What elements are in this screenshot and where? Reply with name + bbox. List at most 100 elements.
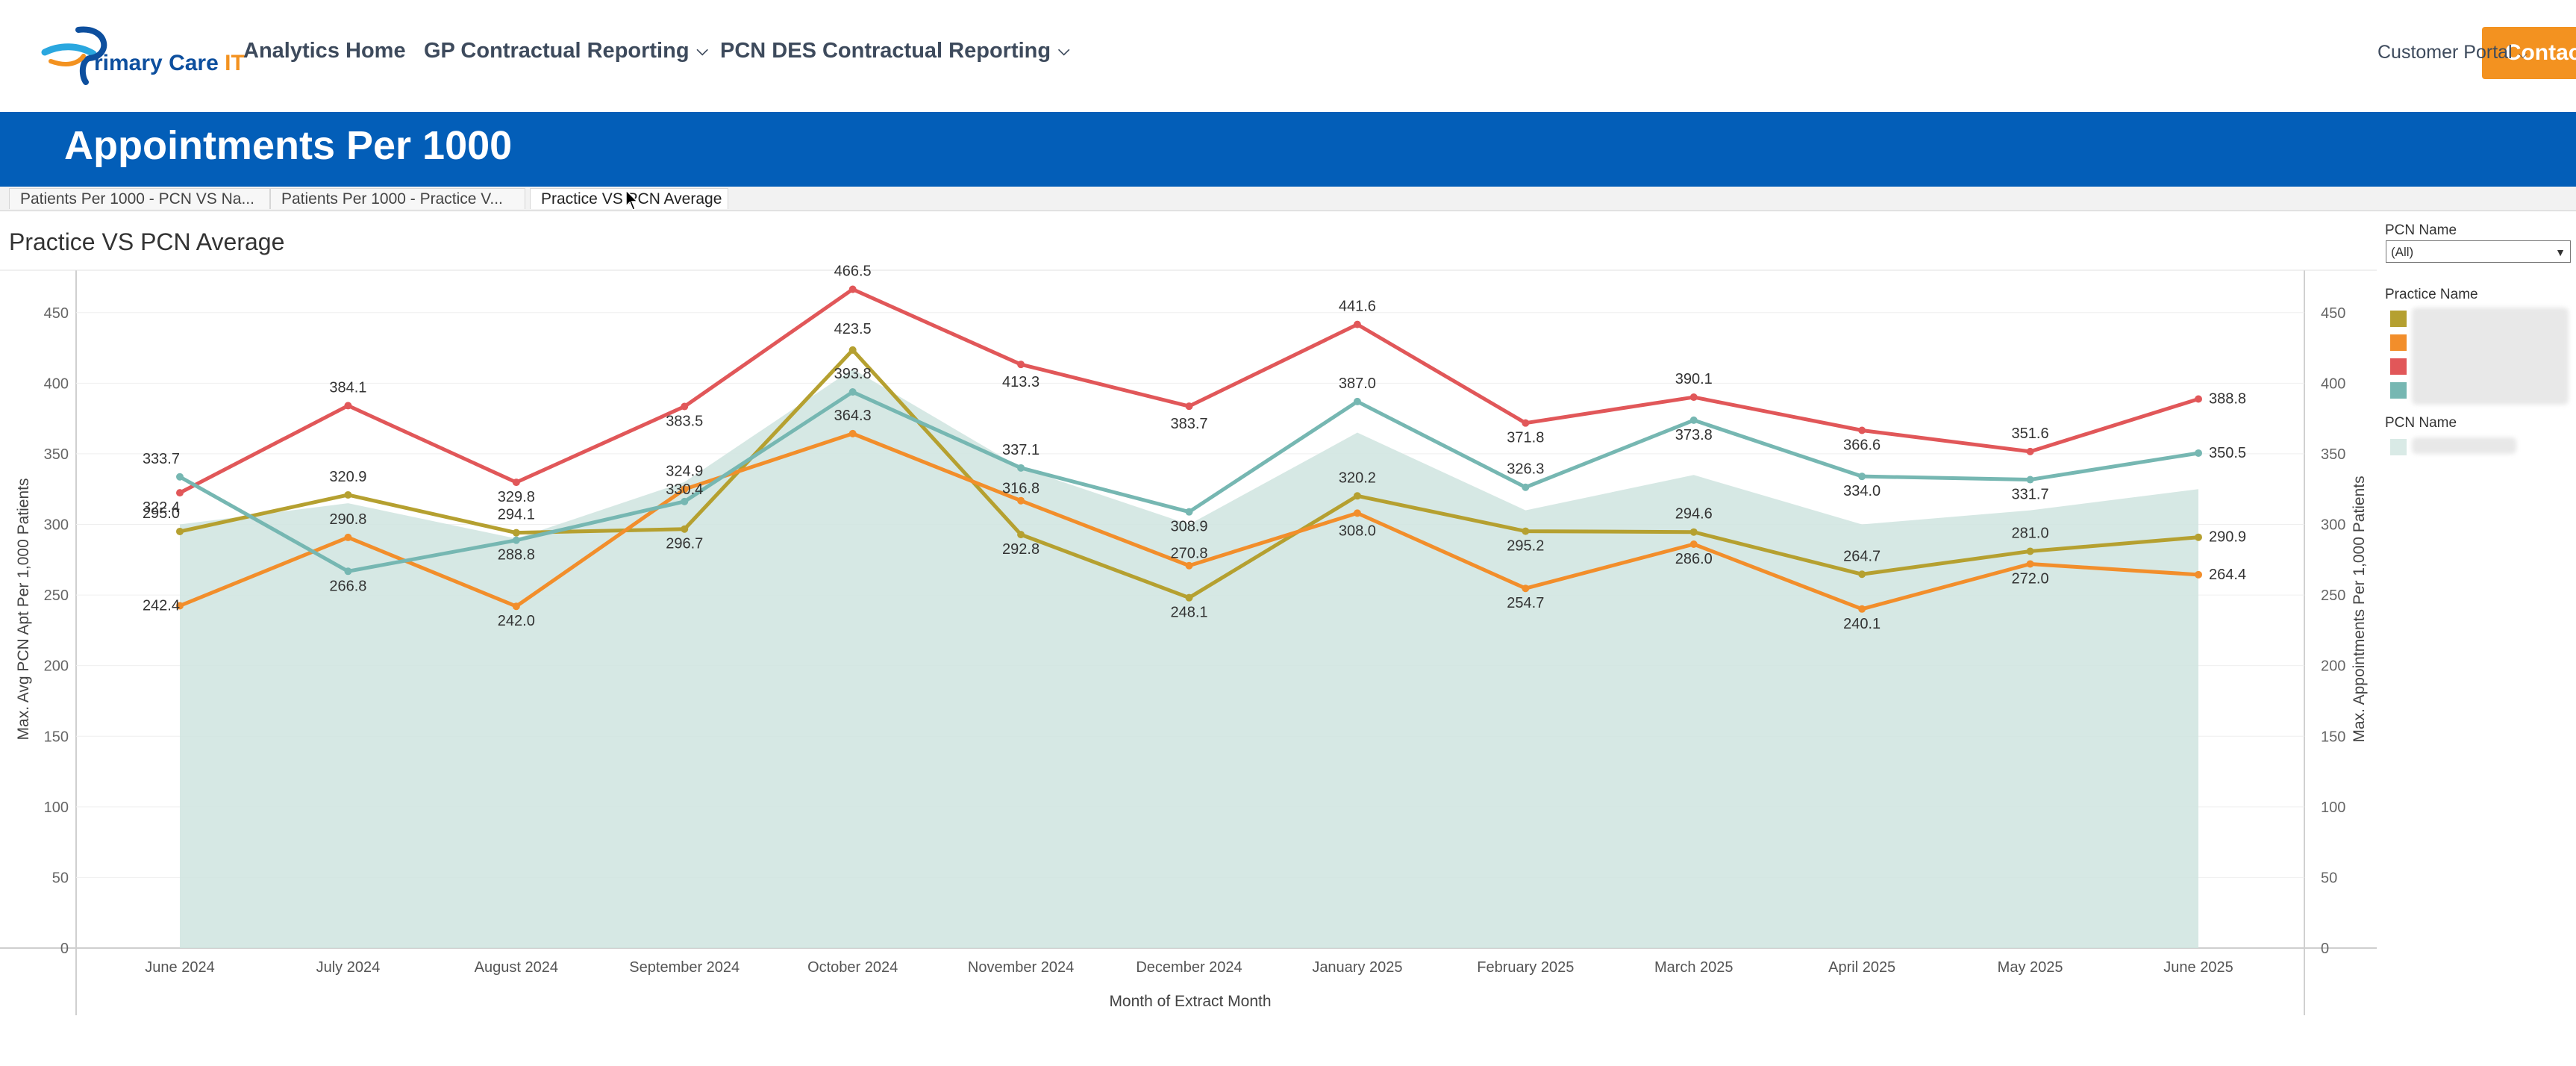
legend-swatch-orange[interactable] <box>2390 334 2407 351</box>
data-point-red <box>344 402 352 410</box>
data-label-orange: 290.8 <box>329 511 366 528</box>
legend-swatch-pcn-area[interactable] <box>2390 439 2407 455</box>
data-point-olive <box>1185 593 1193 602</box>
data-label-orange: 308.0 <box>1339 523 1376 539</box>
y-tick-label-left: 150 <box>44 729 69 745</box>
data-label-olive: 290.9 <box>2209 529 2246 546</box>
data-label-olive: 423.5 <box>834 321 872 337</box>
data-point-orange <box>1353 509 1361 517</box>
y-tick-label-right: 300 <box>2321 517 2345 534</box>
y-tick-label-right: 0 <box>2321 941 2329 957</box>
legend-swatch-olive[interactable] <box>2390 311 2407 327</box>
y-tick-label-left: 200 <box>44 658 69 675</box>
data-label-red: 329.8 <box>498 489 535 505</box>
primary-care-it-logo[interactable] <box>37 22 224 87</box>
y-tick-label-right: 450 <box>2321 305 2345 322</box>
data-label-red: 351.6 <box>2012 426 2049 442</box>
data-point-olive <box>176 527 184 535</box>
data-label-teal: 333.7 <box>143 451 180 467</box>
data-point-orange <box>512 602 520 611</box>
x-tick-label: November 2024 <box>968 959 1074 976</box>
y-tick-label-right: 200 <box>2321 658 2345 675</box>
data-label-olive: 281.0 <box>2012 525 2049 541</box>
y-tick-label-left: 350 <box>44 446 69 463</box>
pcn-name-dropdown[interactable]: (All) ▼ <box>2386 240 2571 263</box>
data-point-orange <box>344 533 352 541</box>
customer-portal-menu[interactable]: Customer Portal ⌵ <box>2378 42 2527 63</box>
pcn-name-dropdown-value: (All) <box>2391 245 2414 259</box>
y-tick-label-right: 400 <box>2321 375 2345 392</box>
redacted-pcn-name <box>2412 437 2516 454</box>
sheet-title: Practice VS PCN Average <box>9 228 285 255</box>
data-label-teal: 331.7 <box>2012 487 2049 503</box>
logo-it: IT <box>225 51 245 75</box>
data-point-teal <box>2026 476 2034 484</box>
data-point-orange <box>176 602 184 610</box>
data-label-olive: 294.1 <box>498 507 535 523</box>
data-label-orange: 240.1 <box>1843 616 1881 632</box>
data-label-red: 322.4 <box>143 499 180 516</box>
tab-patients-per-1000-practice-vs[interactable]: Patients Per 1000 - Practice V... <box>270 188 525 209</box>
page-banner: Appointments Per 1000 <box>0 112 2576 187</box>
dropdown-arrow-icon: ▼ <box>2555 246 2566 258</box>
y-tick-label-right: 50 <box>2321 870 2337 886</box>
data-point-teal <box>176 473 184 481</box>
data-label-olive: 296.7 <box>666 536 703 552</box>
data-point-teal <box>2195 449 2202 457</box>
data-point-orange <box>1689 540 1698 548</box>
data-label-olive: 295.2 <box>1507 538 1544 555</box>
x-tick-label: January 2025 <box>1312 959 1402 976</box>
data-point-red <box>512 479 520 487</box>
data-point-red <box>1522 419 1530 427</box>
y-tick-label-right: 100 <box>2321 800 2345 816</box>
nav-analytics-home-label: Analytics Home <box>243 39 406 63</box>
page-title: Appointments Per 1000 <box>64 123 513 168</box>
data-point-olive <box>1017 531 1025 539</box>
contact-us-button[interactable]: Contact Us <box>2482 27 2576 79</box>
data-point-teal <box>1353 397 1361 405</box>
data-label-teal: 387.0 <box>1339 375 1376 392</box>
data-label-teal: 326.3 <box>1507 461 1544 478</box>
data-label-red: 384.1 <box>329 379 366 396</box>
data-point-red <box>2026 447 2034 455</box>
nav-gp-label: GP Contractual Reporting <box>424 39 690 63</box>
data-point-olive <box>848 346 857 354</box>
nav-pcn-des-contractual-reporting[interactable]: PCN DES Contractual Reporting ⌵ <box>720 39 1069 63</box>
pcn-average-area <box>180 369 2198 949</box>
data-label-olive: 320.2 <box>1339 470 1376 486</box>
y-tick-label-left: 100 <box>44 800 69 816</box>
pcn-name-legend-label: PCN Name <box>2385 415 2457 431</box>
data-label-olive: 320.9 <box>329 469 366 485</box>
legend-swatch-red[interactable] <box>2390 358 2407 375</box>
data-point-teal <box>1689 416 1698 424</box>
nav-gp-contractual-reporting[interactable]: GP Contractual Reporting ⌵ <box>424 39 708 63</box>
data-label-teal: 330.4 <box>666 481 703 498</box>
data-point-red <box>1858 426 1866 434</box>
data-label-red: 383.5 <box>666 414 703 430</box>
chevron-down-icon: ⌵ <box>696 43 708 59</box>
data-point-red <box>1689 393 1698 402</box>
data-label-orange: 254.7 <box>1507 595 1544 611</box>
y-axis-title-left: Max. Avg PCN Apt Per 1,000 Patients <box>15 479 32 741</box>
data-point-teal <box>848 388 857 396</box>
x-tick-label: March 2025 <box>1654 959 1734 976</box>
tab-patients-per-1000-pcn-vs-national[interactable]: Patients Per 1000 - PCN VS Na... <box>9 188 270 209</box>
data-label-red: 383.7 <box>1170 416 1207 432</box>
x-tick-label: July 2024 <box>316 959 381 976</box>
data-point-teal <box>1185 508 1193 516</box>
nav-analytics-home[interactable]: Analytics Home <box>243 39 406 63</box>
data-point-teal <box>1858 473 1866 481</box>
y-tick-label-left: 250 <box>44 587 69 604</box>
data-point-red <box>1353 320 1361 328</box>
data-label-red: 413.3 <box>1002 374 1040 390</box>
data-point-olive <box>681 525 689 533</box>
y-tick-label-left: 300 <box>44 517 69 534</box>
x-tick-label: May 2025 <box>1998 959 2063 976</box>
data-point-olive <box>344 490 352 499</box>
data-label-red: 390.1 <box>1675 371 1713 387</box>
data-point-orange <box>2026 560 2034 568</box>
x-tick-label: December 2024 <box>1136 959 1242 976</box>
data-label-teal: 308.9 <box>1170 519 1207 535</box>
data-label-olive: 292.8 <box>1002 541 1040 558</box>
legend-swatch-teal[interactable] <box>2390 382 2407 399</box>
